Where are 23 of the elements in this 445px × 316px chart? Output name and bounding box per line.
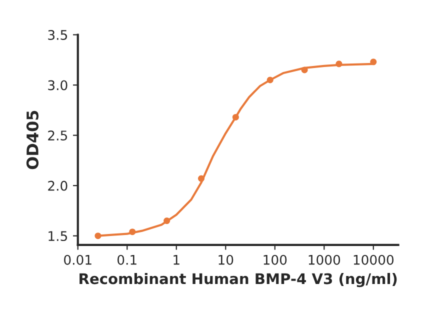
y-tick-label: 3.5 <box>48 30 67 40</box>
y-tick-label: 2.5 <box>48 130 67 141</box>
x-tick-label: 10 <box>218 254 234 265</box>
point <box>198 175 205 182</box>
point <box>301 66 308 74</box>
point <box>336 60 342 68</box>
point <box>94 232 102 240</box>
y-axis-title: OD405 <box>26 110 39 170</box>
x-tick-label: 0.01 <box>64 254 92 265</box>
point <box>266 76 274 84</box>
x-tick-label: 100 <box>264 254 287 265</box>
x-tick-label: 10000 <box>354 254 394 265</box>
y-tick-label: 2.0 <box>48 180 68 191</box>
x-tick-label: 1 <box>174 255 180 265</box>
y-tick-label: 1.5 <box>48 231 67 242</box>
y-tick-label: 3.0 <box>48 80 68 90</box>
x-tick-label: 0.1 <box>118 254 136 265</box>
x-tick-label: 1000 <box>308 254 340 265</box>
point <box>164 218 170 224</box>
point <box>232 114 239 120</box>
point <box>370 58 377 66</box>
point <box>129 228 136 236</box>
x-axis-title: Recombinant Human BMP-4 V3 (ng/ml) <box>80 272 397 288</box>
